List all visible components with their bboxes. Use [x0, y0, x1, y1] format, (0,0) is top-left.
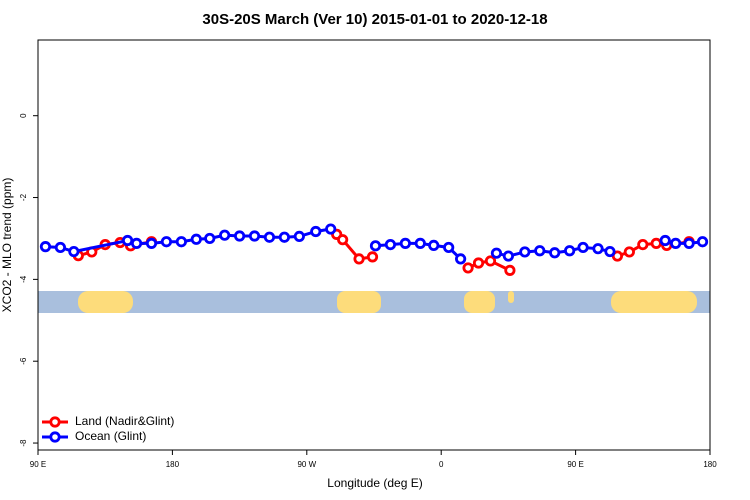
data-point [384, 238, 397, 251]
legend-label: Ocean (Glint) [75, 429, 146, 443]
data-point [204, 232, 216, 245]
y-tick-label: -4 [19, 275, 28, 283]
data-point [278, 231, 290, 243]
data-point [160, 236, 173, 248]
data-point [564, 245, 576, 257]
y-tick-label: -6 [19, 357, 28, 365]
data-point [592, 243, 604, 255]
land-ocean-strip [38, 291, 710, 313]
data-point [399, 237, 411, 249]
data-point [670, 237, 682, 249]
data-point [263, 231, 276, 243]
data-point [462, 262, 474, 274]
data-point [549, 247, 561, 259]
data-point [54, 241, 67, 254]
data-point [414, 237, 426, 249]
data-point [353, 253, 365, 265]
x-tick-label: 180 [166, 460, 180, 469]
land-area [78, 291, 133, 313]
data-point [310, 225, 322, 238]
chart-title: 30S-20S March (Ver 10) 2015-01-01 to 202… [202, 11, 547, 28]
data-point [219, 229, 231, 241]
data-point [234, 230, 246, 242]
data-point [366, 251, 379, 263]
data-point [443, 241, 455, 254]
land-area [464, 291, 495, 313]
plot-frame [37, 39, 711, 451]
data-point [130, 237, 143, 249]
data-point [248, 230, 261, 242]
x-tick-label: 90 E [567, 460, 583, 469]
data-point [325, 223, 337, 235]
data-point [428, 239, 440, 252]
data-point [145, 237, 158, 249]
data-point [337, 234, 349, 246]
data-point [190, 233, 202, 245]
data-point [519, 246, 531, 258]
data-point [293, 230, 305, 243]
data-point [68, 245, 80, 258]
data-point [604, 245, 616, 258]
legend-marker [49, 416, 61, 428]
data-point [650, 237, 662, 249]
x-tick-label: 0 [439, 460, 444, 469]
x-axis-label: Longitude (deg E) [327, 476, 422, 490]
data-point [490, 247, 503, 259]
y-tick-label: -8 [19, 439, 28, 447]
x-tick-label: 90 E [30, 460, 46, 469]
legend-label: Land (Nadir&Glint) [75, 414, 174, 428]
y-tick-label: 0 [19, 113, 28, 118]
data-point [534, 245, 546, 257]
data-point [504, 264, 516, 276]
data-point [369, 240, 382, 252]
legend-marker [49, 431, 61, 443]
x-tick-label: 90 W [297, 460, 316, 469]
data-point [472, 257, 485, 269]
data-point [502, 250, 514, 262]
data-point [659, 234, 671, 247]
land-area [611, 291, 697, 313]
land-area [508, 291, 514, 303]
data-point [175, 236, 187, 248]
data-point [577, 241, 589, 254]
land-area [337, 291, 381, 313]
data-point [683, 237, 695, 249]
data-point [623, 246, 635, 258]
data-point [455, 253, 467, 265]
y-axis-label: XCO2 - MLO trend (ppm) [0, 178, 14, 313]
data-point [637, 238, 649, 251]
y-tick-label: -2 [19, 193, 28, 201]
data-point [122, 234, 134, 247]
data-point [39, 241, 52, 253]
data-point [696, 236, 709, 248]
x-tick-label: 180 [703, 460, 717, 469]
data-point [484, 255, 497, 267]
